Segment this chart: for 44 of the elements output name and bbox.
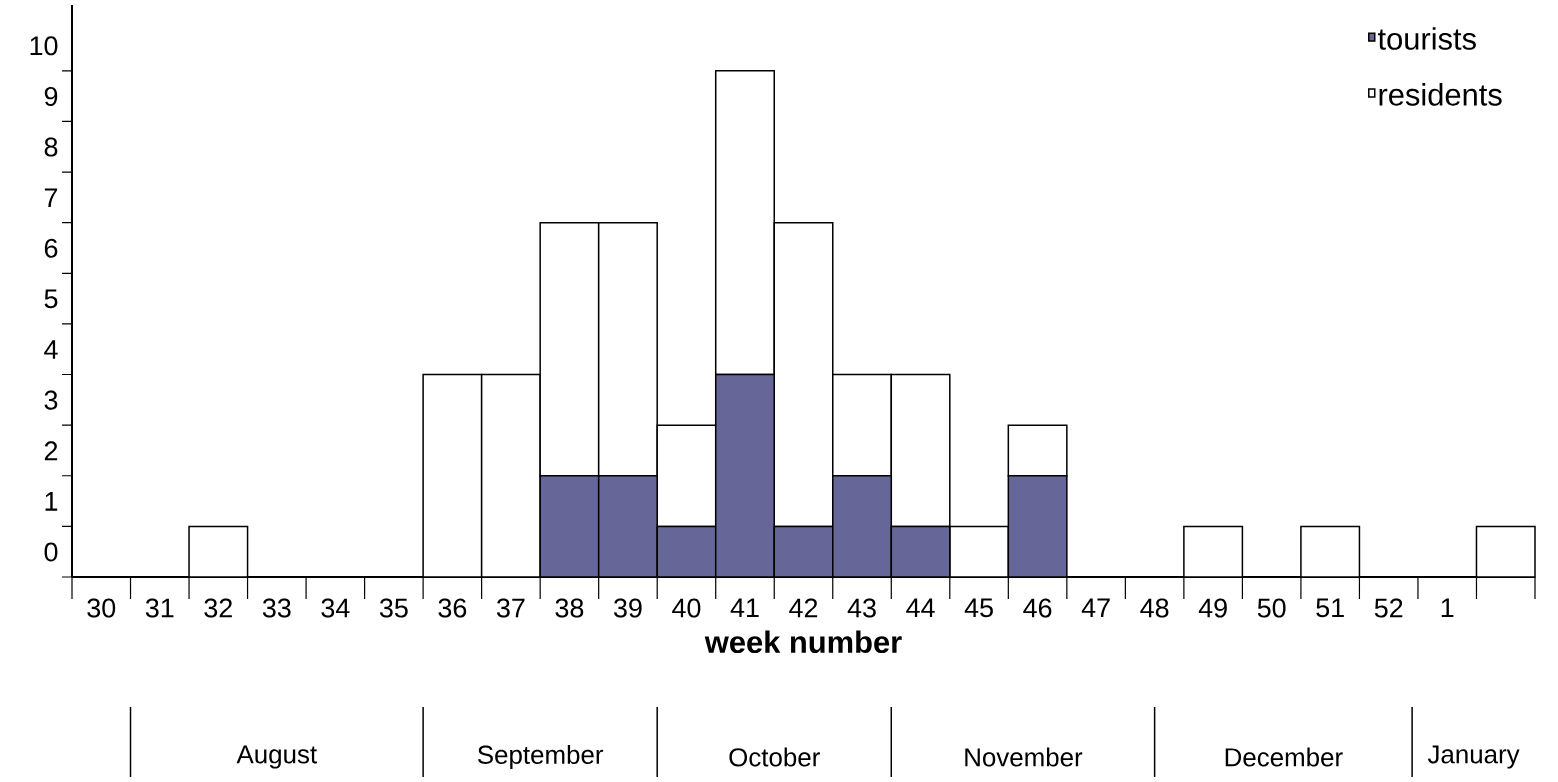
x-tick-label: 43 <box>847 598 876 618</box>
x-tick-label: 49 <box>1198 598 1227 618</box>
x-tick-label: 45 <box>964 598 993 618</box>
x-tick-label: 37 <box>496 598 525 618</box>
x-tick-label: 30 <box>87 598 116 618</box>
text: November <box>965 747 1083 767</box>
text: August <box>236 745 317 769</box>
x-tick-label: 1 <box>1441 598 1454 618</box>
text: December <box>1225 747 1343 767</box>
text: January <box>1427 745 1520 769</box>
x-tick-label: 50 <box>1257 598 1286 618</box>
x-tick-label: 51 <box>1316 598 1344 618</box>
y-tick-label: 0 <box>44 542 58 562</box>
y-tick-label: 9 <box>44 86 58 106</box>
y-tick-label: 8 <box>44 137 58 157</box>
x-tick-label: 44 <box>906 598 935 618</box>
x-tick-label: 34 <box>321 598 350 618</box>
x-tick-label: 52 <box>1374 598 1403 618</box>
y-tick-label: 6 <box>44 238 58 258</box>
x-tick-label: 31 <box>145 598 174 618</box>
text: September <box>477 744 604 770</box>
y-tick-label: 5 <box>44 289 58 309</box>
x-tick-label: 32 <box>204 598 232 618</box>
y-tick-label: 7 <box>44 188 58 207</box>
y-tick-label: 10 <box>30 36 58 56</box>
x-axis-title: week number <box>704 630 902 654</box>
x-tick-label: 38 <box>555 598 584 618</box>
y-tick-label: 2 <box>44 441 58 461</box>
y-tick-label: 4 <box>44 340 58 359</box>
x-tick-label: 47 <box>1081 598 1110 618</box>
y-tick-label: 3 <box>44 390 58 410</box>
x-tick-label: 36 <box>438 598 467 618</box>
x-tick-label: 46 <box>1023 598 1052 618</box>
x-tick-label: 42 <box>789 598 818 618</box>
x-tick-label: 39 <box>614 598 642 618</box>
x-tick-label: 41 <box>730 598 759 618</box>
text: October <box>729 747 820 767</box>
x-tick-label: 33 <box>262 598 291 618</box>
y-tick-label: 1 <box>45 492 58 511</box>
legend-label: residents <box>1379 83 1502 106</box>
x-tick-label: 40 <box>672 598 701 618</box>
legend-label: tourists <box>1377 27 1476 50</box>
x-tick-label: 48 <box>1140 598 1169 618</box>
x-tick-label: 35 <box>379 598 408 618</box>
